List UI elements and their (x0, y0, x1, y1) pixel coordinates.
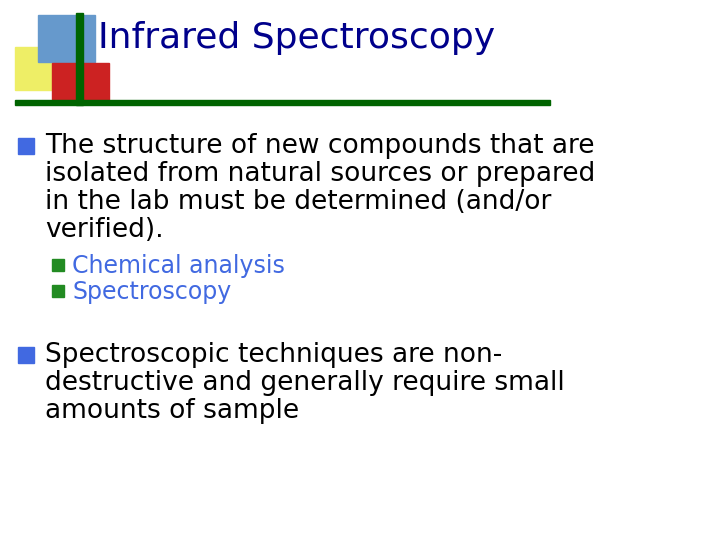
Bar (76, 13, 83, 105)
Text: amounts of sample: amounts of sample (45, 398, 299, 424)
Text: verified).: verified). (45, 217, 163, 243)
Text: Spectroscopy: Spectroscopy (72, 280, 231, 304)
Bar (18, 138, 34, 154)
Bar (18, 347, 34, 363)
Text: The structure of new compounds that are: The structure of new compounds that are (45, 133, 595, 159)
Bar (52, 259, 64, 271)
Bar (15, 47, 72, 90)
Bar (52, 285, 64, 297)
Text: Spectroscopic techniques are non-: Spectroscopic techniques are non- (45, 342, 503, 368)
Bar (15, 100, 550, 105)
Bar (52, 63, 109, 101)
Text: Chemical analysis: Chemical analysis (72, 254, 285, 278)
Text: in the lab must be determined (and/or: in the lab must be determined (and/or (45, 189, 552, 215)
Text: Infrared Spectroscopy: Infrared Spectroscopy (98, 21, 495, 55)
Text: destructive and generally require small: destructive and generally require small (45, 370, 564, 396)
Bar (38, 15, 95, 62)
Text: isolated from natural sources or prepared: isolated from natural sources or prepare… (45, 161, 595, 187)
